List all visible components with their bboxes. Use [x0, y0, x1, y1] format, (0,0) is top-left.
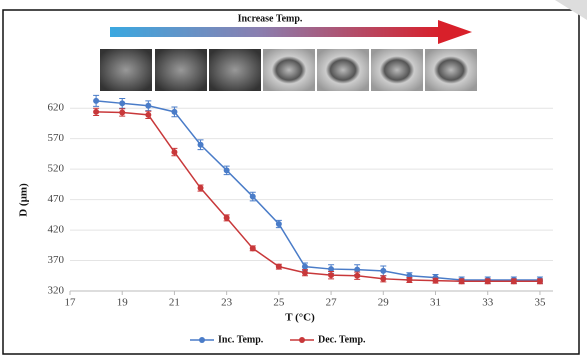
point	[198, 142, 204, 148]
point	[93, 109, 99, 115]
point	[406, 277, 412, 283]
y-tick-label: 570	[48, 132, 65, 144]
y-tick-label: 320	[48, 285, 65, 297]
x-tick-label: 31	[430, 297, 441, 309]
thumbnails	[100, 49, 477, 91]
legend-label: Dec. Temp.	[318, 334, 366, 345]
banner: Increase Temp.	[238, 13, 303, 24]
point	[511, 278, 517, 284]
x-tick-label: 17	[65, 297, 77, 309]
x-tick-label: 35	[534, 297, 546, 309]
legend-marker	[299, 337, 305, 343]
x-tick-label: 27	[326, 297, 338, 309]
y-tick-label: 470	[48, 193, 65, 205]
point	[380, 276, 386, 282]
x-tick-label: 29	[378, 297, 390, 309]
point	[380, 268, 386, 274]
point	[250, 245, 256, 251]
point	[145, 112, 151, 118]
x-tick-label: 23	[221, 297, 233, 309]
point	[119, 100, 125, 106]
legend-marker	[199, 337, 205, 343]
y-axis-label: D (µm)	[18, 183, 30, 217]
point	[224, 215, 230, 221]
point	[198, 185, 204, 191]
arrow	[110, 27, 440, 37]
point	[433, 278, 439, 284]
point	[302, 270, 308, 276]
point	[171, 149, 177, 155]
point	[224, 167, 230, 173]
x-axis-label: T (°C)	[285, 312, 315, 324]
point	[276, 221, 282, 227]
point	[537, 278, 543, 284]
y-tick-label: 520	[48, 163, 65, 175]
chart: Increase Temp. D (µm) T (°C) 320 370 420 47…	[0, 0, 587, 356]
point	[93, 98, 99, 104]
x-tick-label: 21	[169, 297, 180, 309]
point	[145, 103, 151, 109]
point	[250, 194, 256, 200]
point	[171, 109, 177, 115]
x-tick-label: 19	[117, 297, 129, 309]
point	[119, 109, 125, 115]
y-tick-label: 620	[48, 102, 65, 114]
x-tick-label: 25	[273, 297, 285, 309]
legend-label: Inc. Temp.	[218, 334, 264, 345]
point	[302, 264, 308, 270]
x-tick-label: 33	[482, 297, 494, 309]
point	[276, 264, 282, 270]
point	[485, 278, 491, 284]
point	[354, 273, 360, 279]
y-tick-label: 420	[48, 224, 65, 236]
point	[328, 272, 334, 278]
y-tick-label: 370	[48, 254, 65, 266]
point	[459, 278, 465, 284]
